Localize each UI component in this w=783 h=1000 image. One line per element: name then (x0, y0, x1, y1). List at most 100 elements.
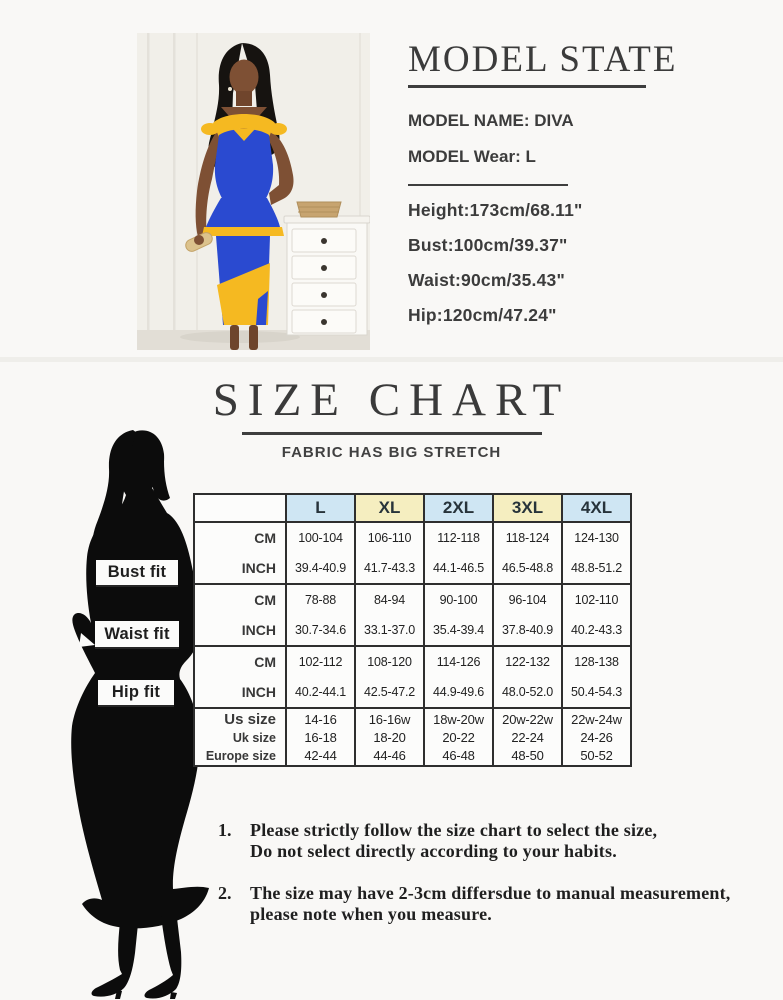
model-hip-stat: Hip:120cm/47.24" (408, 305, 557, 326)
cell: 78-88 (285, 583, 355, 615)
cell: 48-50 (492, 746, 562, 766)
size-col-header-2xl: 2XL (423, 493, 493, 522)
cell: 128-138 (561, 645, 631, 677)
cell: 18w-20w (423, 707, 493, 729)
note-2-text: The size may have 2-3cm differsdue to ma… (250, 883, 731, 925)
cell: 40.2-44.1 (285, 677, 355, 708)
cell: 16-16w (354, 707, 424, 729)
cell: 35.4-39.4 (423, 615, 493, 646)
note-2: 2. The size may have 2-3cm differsdue to… (218, 883, 778, 925)
note-1-number: 1. (218, 820, 232, 840)
section-divider (0, 357, 783, 362)
cell: 118-124 (492, 521, 562, 553)
row-label: INCH (193, 553, 286, 584)
cell: 48.0-52.0 (492, 677, 562, 708)
bust-fit-label: Bust fit (96, 560, 178, 587)
model-height-stat: Height:173cm/68.11" (408, 200, 583, 221)
cell: 22w-24w (561, 707, 631, 729)
cell: 102-110 (561, 583, 631, 615)
model-figure (185, 43, 294, 350)
bust-cm-row: CM 100-104 106-110 112-118 118-124 124-1… (193, 521, 631, 553)
hip-cm-row: CM 102-112 108-120 114-126 122-132 128-1… (193, 645, 631, 677)
cell: 48.8-51.2 (561, 553, 631, 584)
cell: 114-126 (423, 645, 493, 677)
row-label: Uk size (193, 729, 286, 746)
cell: 112-118 (423, 521, 493, 553)
cell: 96-104 (492, 583, 562, 615)
row-label: Us size (193, 707, 286, 729)
waist-cm-row: CM 78-88 84-94 90-100 96-104 102-110 (193, 583, 631, 615)
cell: 124-130 (561, 521, 631, 553)
cell: 30.7-34.6 (285, 615, 355, 646)
cell: 22-24 (492, 729, 562, 746)
uk-size-row: Uk size 16-18 18-20 20-22 22-24 24-26 (193, 729, 631, 746)
cell: 46-48 (423, 746, 493, 766)
cell: 84-94 (354, 583, 424, 615)
row-label: INCH (193, 677, 286, 708)
cell: 108-120 (354, 645, 424, 677)
size-table: L XL 2XL 3XL 4XL CM 100-104 106-110 112-… (193, 493, 632, 767)
size-table-header-row: L XL 2XL 3XL 4XL (193, 493, 631, 522)
note-2-line-1: The size may have 2-3cm differsdue to ma… (250, 883, 731, 903)
cell: 39.4-40.9 (285, 553, 355, 584)
model-name-line: MODEL NAME: DIVA (408, 110, 574, 130)
hip-fit-label: Hip fit (98, 680, 174, 707)
cell: 18-20 (354, 729, 424, 746)
cell: 42-44 (285, 746, 355, 766)
cell: 106-110 (354, 521, 424, 553)
size-col-header-3xl: 3XL (492, 493, 562, 522)
notes-section: 1. Please strictly follow the size chart… (218, 820, 778, 946)
dresser-illustration (283, 201, 370, 336)
size-chart-header: SIZE CHART FABRIC HAS BIG STRETCH (0, 375, 783, 461)
cell: 41.7-43.3 (354, 553, 424, 584)
cell: 46.5-48.8 (492, 553, 562, 584)
model-state-section: MODEL STATE MODEL NAME: DIVA MODEL Wear:… (408, 39, 678, 326)
row-label: CM (193, 583, 286, 615)
row-label: INCH (193, 615, 286, 646)
cell: 44-46 (354, 746, 424, 766)
waist-fit-label: Waist fit (95, 621, 179, 649)
model-waist-stat: Waist:90cm/35.43" (408, 270, 565, 291)
cell: 122-132 (492, 645, 562, 677)
cell: 50-52 (561, 746, 631, 766)
cell: 100-104 (285, 521, 355, 553)
cell: 50.4-54.3 (561, 677, 631, 708)
model-photo (137, 33, 370, 350)
size-table-corner-cell (193, 493, 286, 522)
cell: 33.1-37.0 (354, 615, 424, 646)
cell: 20-22 (423, 729, 493, 746)
model-wear-line: MODEL Wear: L (408, 146, 536, 166)
note-2-line-2: please note when you measure. (250, 904, 492, 924)
note-1-line-2: Do not select directly according to your… (250, 841, 617, 861)
cell: 44.1-46.5 (423, 553, 493, 584)
size-col-header-l: L (285, 493, 355, 522)
note-1-text: Please strictly follow the size chart to… (250, 820, 657, 862)
cell: 24-26 (561, 729, 631, 746)
model-state-divider (408, 183, 568, 187)
note-1-line-1: Please strictly follow the size chart to… (250, 820, 658, 840)
note-2-number: 2. (218, 883, 232, 903)
cell: 102-112 (285, 645, 355, 677)
europe-size-row: Europe size 42-44 44-46 46-48 48-50 50-5… (193, 746, 631, 766)
cell: 40.2-43.3 (561, 615, 631, 646)
cell: 37.8-40.9 (492, 615, 562, 646)
model-photo-illustration (137, 33, 370, 350)
us-size-row: Us size 14-16 16-16w 18w-20w 20w-22w 22w… (193, 707, 631, 729)
model-bust-stat: Bust:100cm/39.37" (408, 235, 568, 256)
cell: 44.9-49.6 (423, 677, 493, 708)
waist-inch-row: INCH 30.7-34.6 33.1-37.0 35.4-39.4 37.8-… (193, 615, 631, 646)
size-chart-title-underline (241, 432, 542, 436)
cell: 90-100 (423, 583, 493, 615)
row-label: Europe size (193, 746, 286, 766)
size-col-header-xl: XL (354, 493, 424, 522)
bust-inch-row: INCH 39.4-40.9 41.7-43.3 44.1-46.5 46.5-… (193, 553, 631, 584)
cell: 14-16 (285, 707, 355, 729)
model-state-title: MODEL STATE (408, 39, 678, 80)
cell: 42.5-47.2 (354, 677, 424, 708)
cell: 16-18 (285, 729, 355, 746)
size-col-header-4xl: 4XL (561, 493, 631, 522)
hip-inch-row: INCH 40.2-44.1 42.5-47.2 44.9-49.6 48.0-… (193, 677, 631, 708)
row-label: CM (193, 521, 286, 553)
row-label: CM (193, 645, 286, 677)
